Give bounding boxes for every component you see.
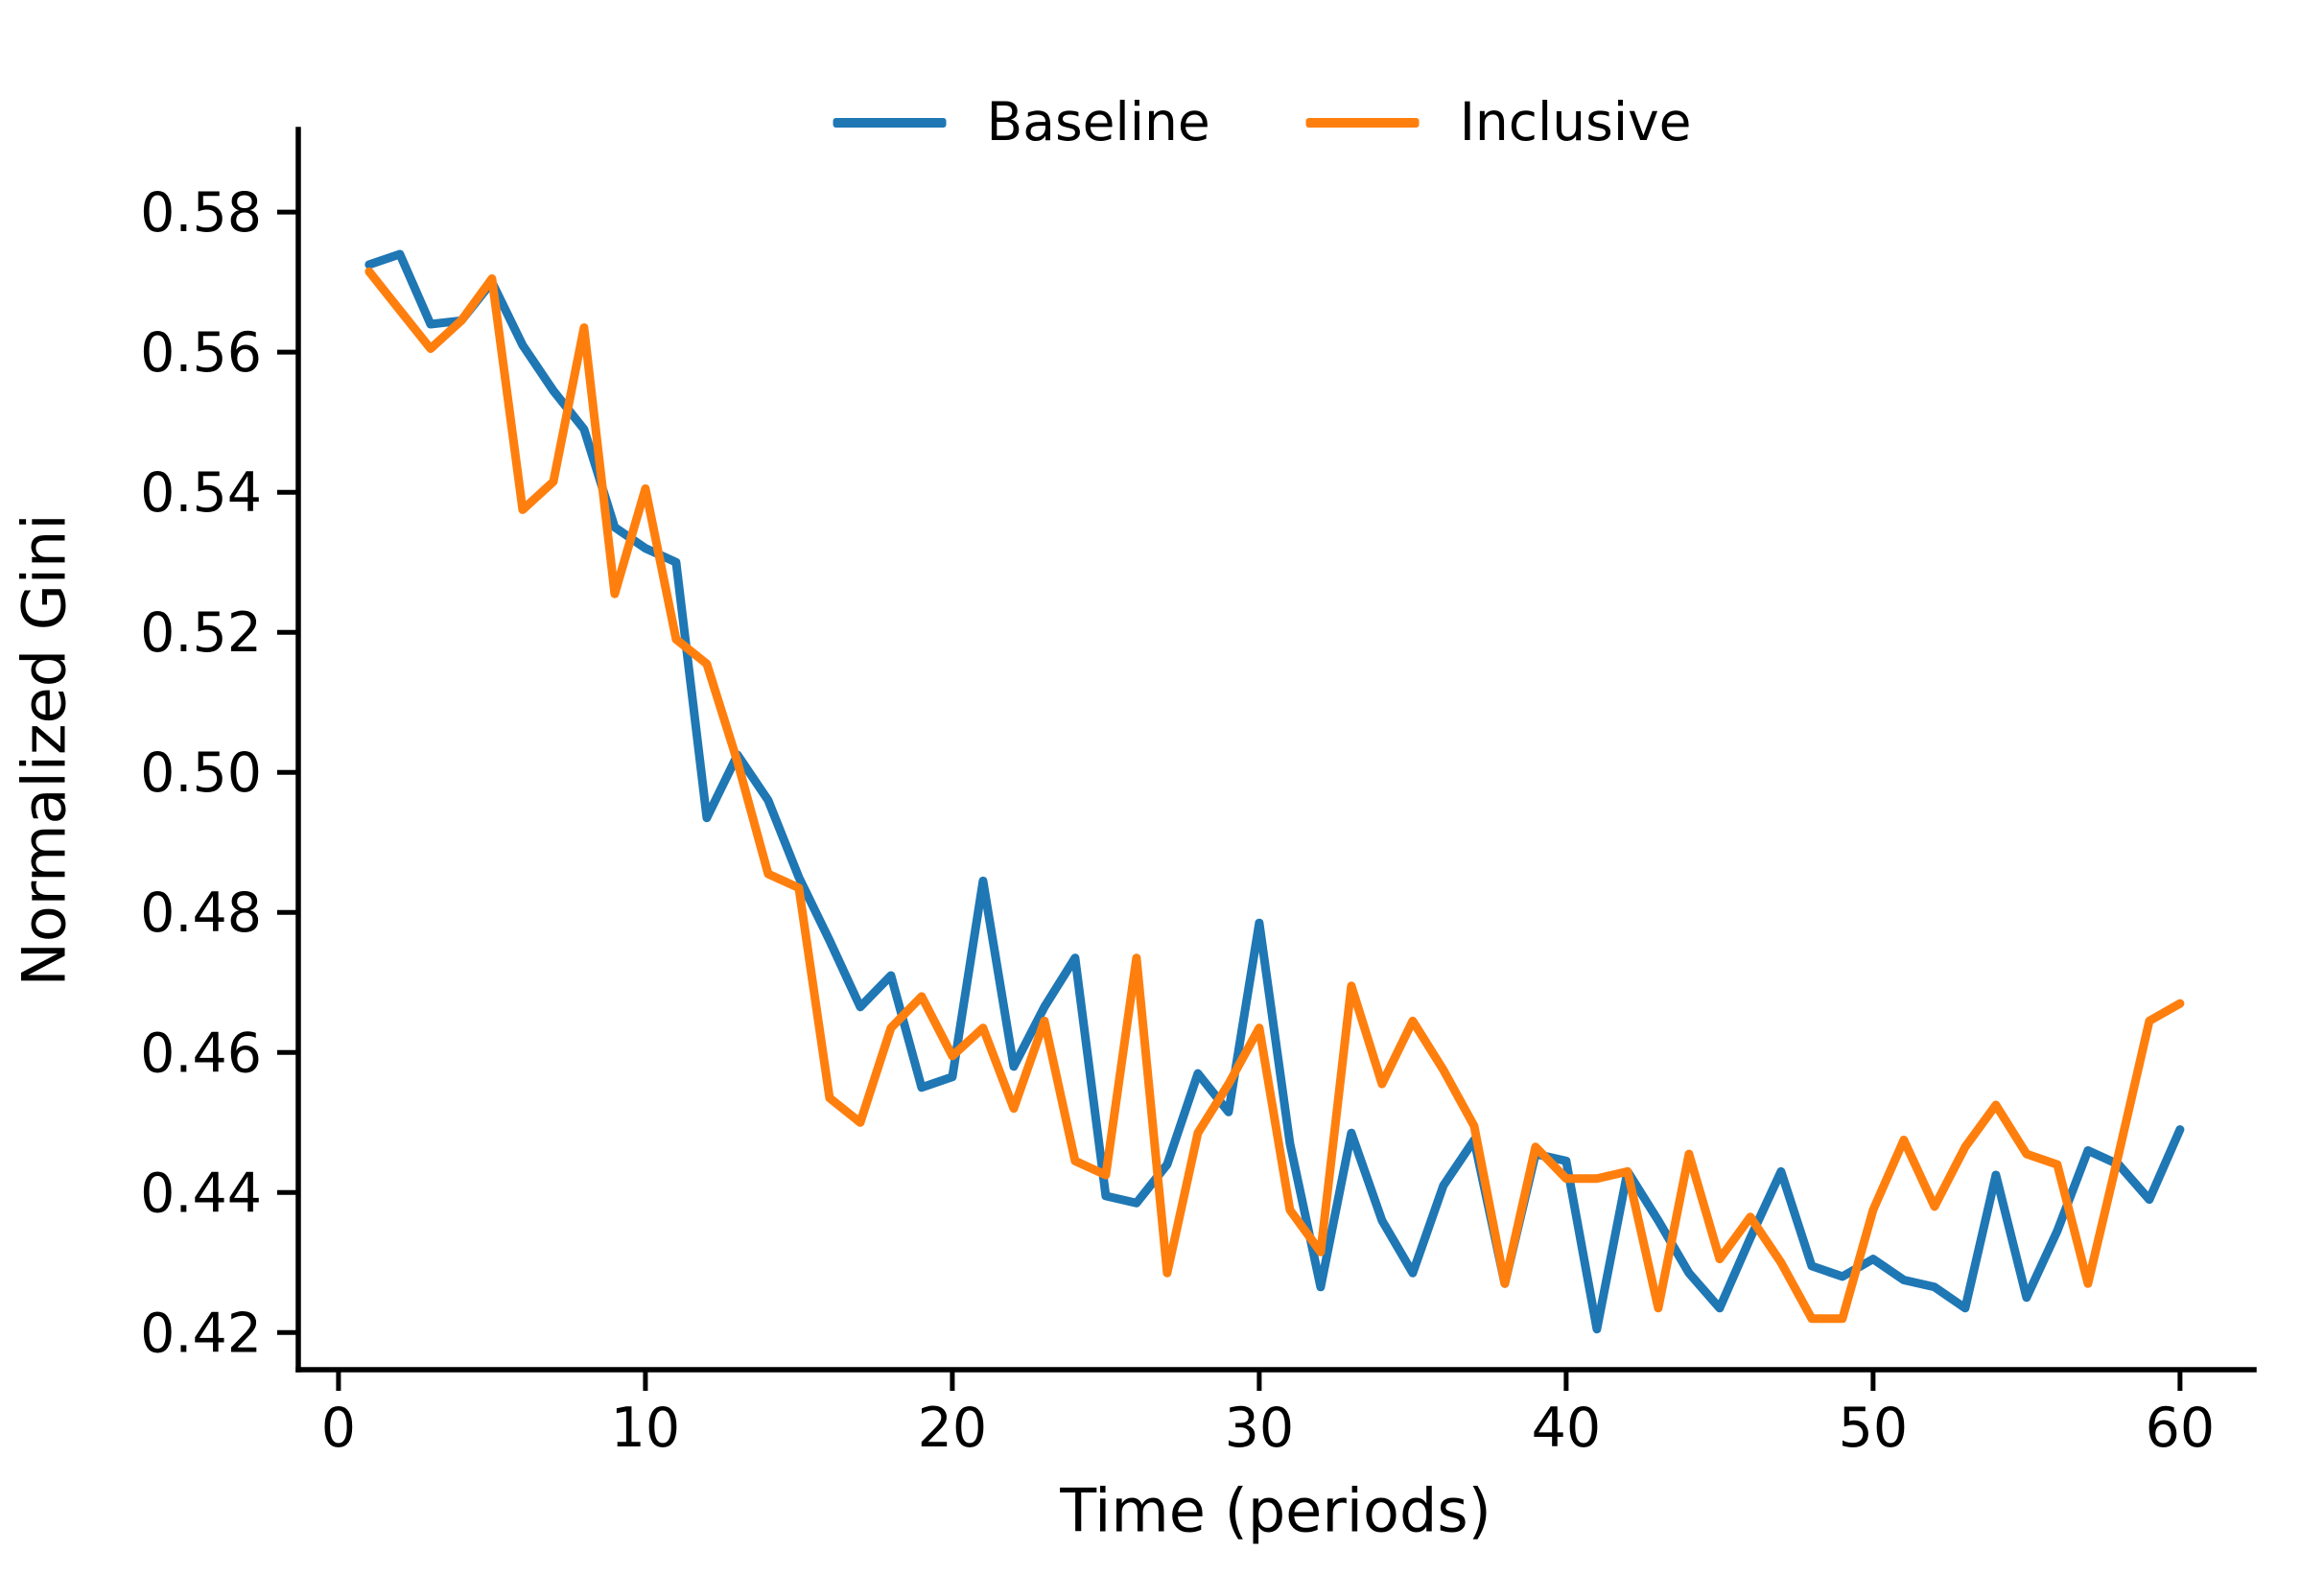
legend-item-baseline: Baseline [833, 96, 1210, 149]
baseline-line-swatch [833, 117, 947, 128]
legend-item-inclusive: Inclusive [1305, 91, 1692, 153]
y-tick-label: 0.44 [140, 1162, 262, 1225]
inclusive-series-line [364, 267, 2185, 1324]
y-tick-label: 0.48 [140, 881, 262, 945]
x-tick-label: 50 [1839, 1397, 1909, 1460]
x-tick-label: 30 [1225, 1397, 1295, 1460]
y-tick-label: 0.42 [140, 1302, 262, 1365]
y-tick-label: 0.50 [140, 741, 262, 805]
y-tick-label: 0.54 [140, 461, 262, 525]
x-axis-label: Time (periods) [1060, 1475, 1491, 1546]
legend-label-baseline: Baseline [986, 91, 1210, 153]
x-tick-label: 20 [918, 1397, 988, 1460]
legend-label-inclusive: Inclusive [1459, 91, 1692, 153]
y-tick-label: 0.46 [140, 1022, 262, 1085]
y-tick-label: 0.58 [140, 181, 262, 245]
y-axis-label: Normalized Gini [9, 513, 80, 987]
x-tick-label: 10 [611, 1397, 681, 1460]
inclusive-line-swatch [1305, 117, 1420, 128]
legend: Baseline Inclusive [833, 91, 1692, 153]
x-tick-label: 60 [2146, 1397, 2216, 1460]
baseline-series-line [364, 249, 2185, 1334]
y-tick-label: 0.56 [140, 321, 262, 385]
x-tick-label: 0 [321, 1397, 356, 1460]
x-tick-label: 40 [1532, 1397, 1602, 1460]
y-tick-label: 0.52 [140, 601, 262, 665]
